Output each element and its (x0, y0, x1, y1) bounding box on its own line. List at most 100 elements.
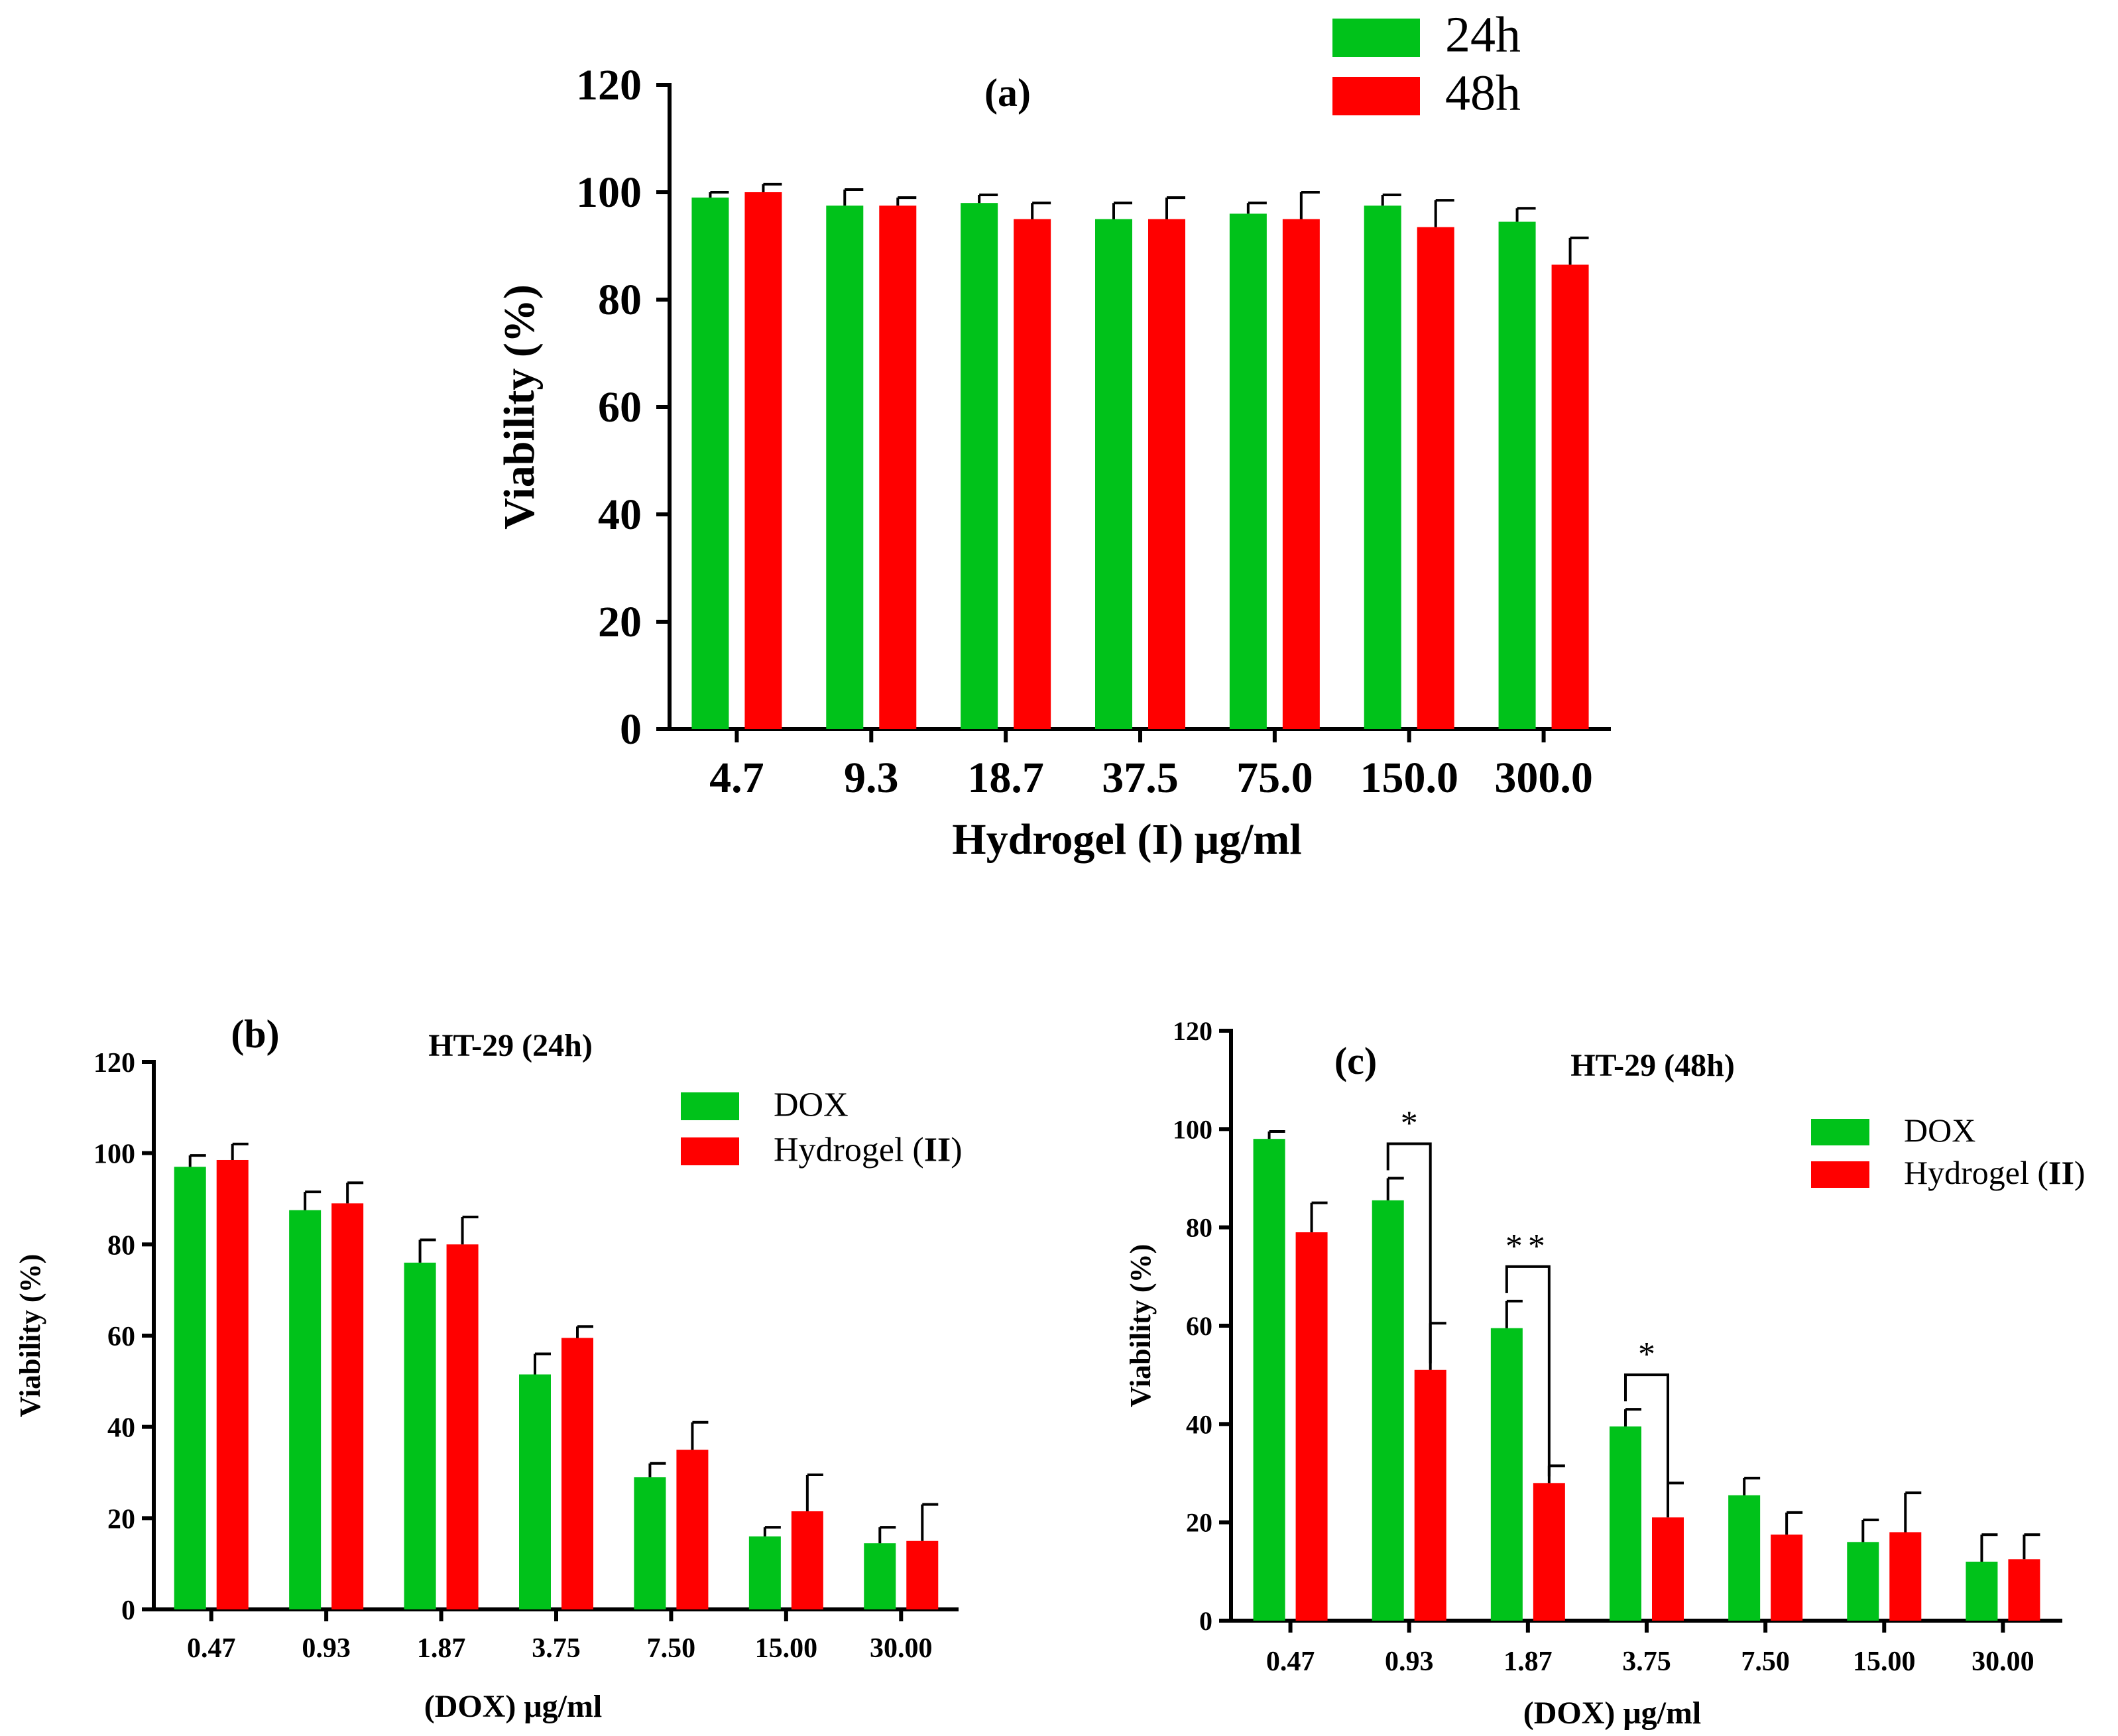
chart-title: HT-29 (24h) (428, 1028, 593, 1063)
legend-label: 48h (1445, 65, 1521, 121)
bar-c-s0-5 (1847, 1542, 1879, 1621)
y-tick-label: 120 (1173, 1016, 1212, 1046)
bar-a-s1-0 (744, 192, 782, 729)
x-tick-label: 0.47 (1266, 1647, 1315, 1677)
bar-a-s1-2 (1014, 219, 1051, 729)
bar-c-s1-4 (1771, 1534, 1803, 1621)
bar-b-s1-4 (676, 1450, 709, 1609)
error-bar (1381, 194, 1401, 206)
legend-label: 24h (1445, 7, 1521, 62)
bar-b-s1-1 (331, 1203, 364, 1609)
chart-panel-b: 0 20 40 60 80 100 120 0.47 0.93 1.87 3.75 7.50 15.00… (14, 1012, 963, 1724)
legend-swatch (1332, 77, 1420, 115)
x-axis-label: (DOX) μg/ml (1523, 1696, 1702, 1731)
error-bar (1568, 236, 1589, 265)
x-tick-label: 37.5 (1102, 754, 1179, 802)
y-tick-label: 60 (1186, 1311, 1212, 1341)
bar-b-s0-3 (519, 1374, 551, 1609)
y-tick-label: 20 (1186, 1508, 1212, 1538)
x-tick-label: 7.50 (647, 1633, 696, 1664)
y-tick-label: 100 (93, 1139, 135, 1170)
error-bar (1743, 1476, 1761, 1495)
bar-a-s0-2 (961, 203, 998, 729)
error-bar (763, 1526, 781, 1536)
error-bar (1785, 1511, 1803, 1535)
chart-panel-c: 0 20 40 60 80 100 120 0.47 0.93 1.87 3.75 7.50 15.00… (1124, 1016, 2086, 1731)
error-bar (1861, 1518, 1879, 1542)
y-axis-label: Viability (%) (495, 284, 544, 530)
error-bar (1547, 1464, 1565, 1483)
error-bar (2023, 1533, 2040, 1560)
error-bar (576, 1325, 593, 1338)
y-tick-label: 120 (93, 1048, 135, 1078)
legend-label: DOX (1904, 1112, 1975, 1149)
y-tick-label: 0 (1199, 1606, 1212, 1636)
error-bar (878, 1526, 896, 1544)
x-tick-label: 4.7 (709, 754, 764, 802)
y-tick-label: 60 (598, 383, 642, 432)
error-bar (1386, 1177, 1404, 1200)
bar-b-s1-5 (791, 1511, 823, 1609)
x-tick-label: 15.00 (1853, 1647, 1916, 1677)
error-bar (1267, 1130, 1285, 1139)
legend-label: DOX (774, 1086, 849, 1124)
y-tick-label: 0 (620, 705, 642, 754)
error-bar (1246, 202, 1267, 214)
error-bar (1980, 1533, 1998, 1562)
chart-panel-a: 0 20 40 60 80 100 120 4.7 9.3 18.7 37.5 75.0 150.0 30… (495, 7, 1611, 864)
panel-label: (a) (984, 71, 1031, 115)
x-tick-label: 0.47 (187, 1633, 236, 1664)
error-bar (921, 1503, 939, 1541)
y-tick-label: 80 (598, 276, 642, 324)
x-tick-label: 3.75 (532, 1633, 581, 1664)
bar-a-s1-4 (1282, 219, 1320, 729)
bar-c-s1-0 (1295, 1232, 1328, 1621)
error-bar (1515, 207, 1536, 222)
y-tick-label: 40 (1186, 1409, 1212, 1439)
bar-a-s0-5 (1364, 205, 1401, 729)
legend-swatch (1811, 1161, 1869, 1188)
bar-b-s1-2 (446, 1244, 479, 1609)
error-bar (1031, 202, 1051, 219)
bar-c-s0-2 (1490, 1328, 1523, 1621)
x-tick-label: 7.50 (1741, 1647, 1790, 1677)
bar-c-s0-6 (1966, 1562, 1998, 1621)
y-tick-label: 20 (598, 598, 642, 646)
error-bar (1505, 1299, 1523, 1328)
bar-c-s1-3 (1652, 1517, 1684, 1621)
error-bar (461, 1216, 479, 1245)
bar-a-s1-3 (1148, 219, 1185, 729)
panel-label: (c) (1334, 1039, 1377, 1082)
error-bar (805, 1473, 823, 1512)
bar-a-s0-6 (1498, 221, 1536, 729)
x-tick-label: 1.87 (417, 1633, 466, 1664)
y-tick-label: 40 (107, 1413, 135, 1444)
significance-marker: * (1638, 1336, 1655, 1373)
significance-marker: * (1401, 1105, 1418, 1143)
y-tick-label: 40 (598, 491, 642, 539)
bar-b-s0-5 (748, 1536, 781, 1609)
bar-c-s0-1 (1372, 1200, 1404, 1621)
panel-label: (b) (231, 1012, 279, 1056)
error-bar (896, 196, 917, 206)
bar-c-s0-3 (1610, 1426, 1641, 1621)
significance-bracket (1505, 1265, 1551, 1477)
x-tick-label: 1.87 (1503, 1647, 1553, 1677)
error-bar (534, 1352, 551, 1375)
error-bar (1299, 191, 1320, 219)
bar-b-s0-2 (404, 1262, 436, 1609)
y-tick-label: 100 (576, 168, 642, 217)
error-bar (1310, 1201, 1328, 1233)
y-axis-label: Viability (%) (1124, 1244, 1157, 1407)
error-bar (691, 1420, 709, 1450)
x-tick-label: 30.00 (870, 1633, 933, 1664)
legend-label: Hydrogel (II) (774, 1131, 963, 1169)
error-bar (762, 182, 782, 192)
y-axis-label: Viability (%) (14, 1254, 46, 1417)
error-bar (1429, 1322, 1446, 1370)
bar-a-s0-1 (826, 205, 864, 729)
bar-b-s1-3 (561, 1338, 593, 1609)
error-bar (188, 1154, 206, 1167)
error-bar (1434, 199, 1454, 227)
error-bar (843, 188, 864, 206)
